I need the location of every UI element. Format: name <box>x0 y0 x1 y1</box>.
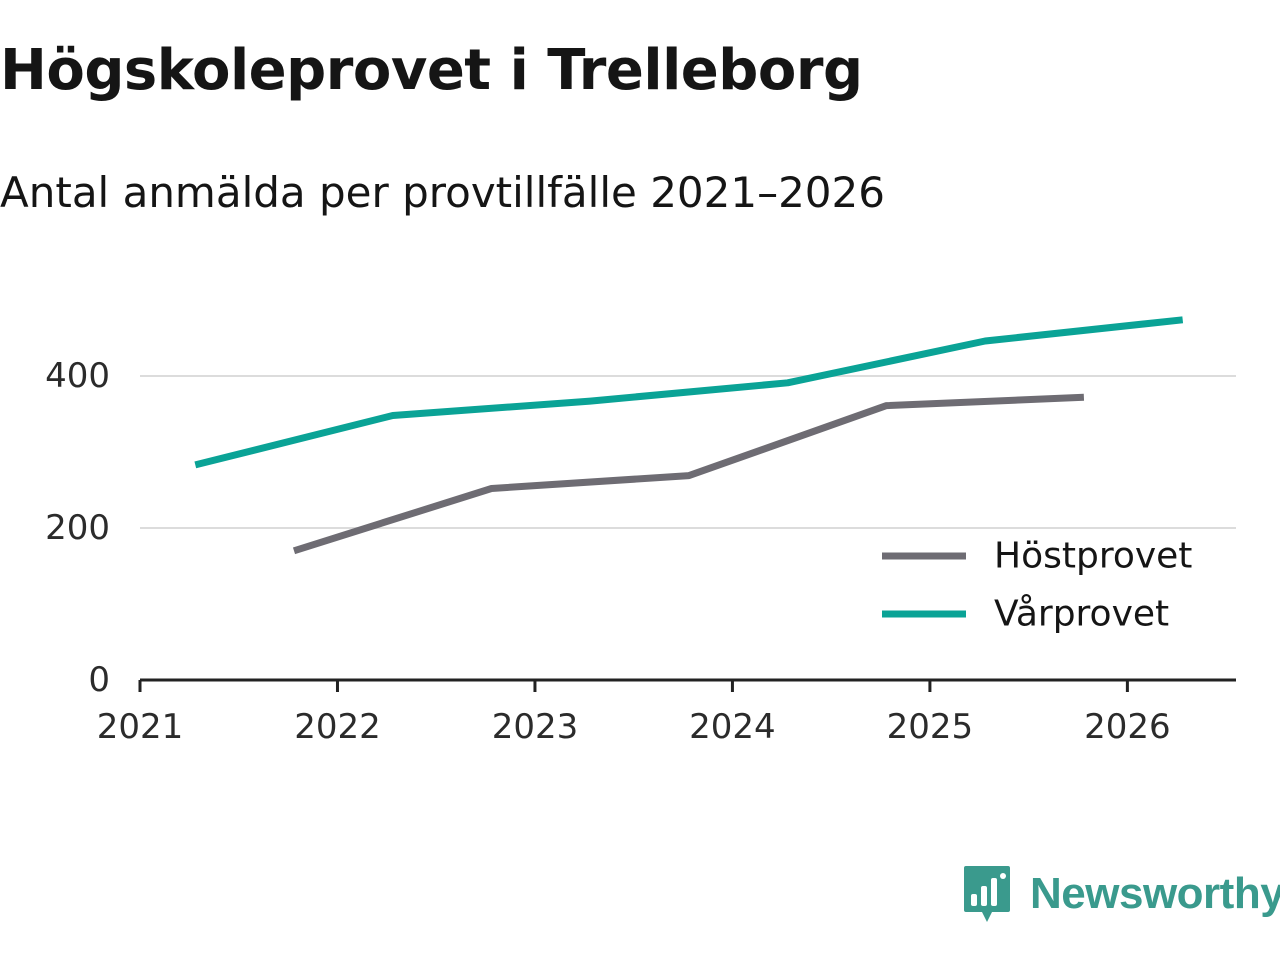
brand-logo: Newsworthy <box>962 862 1280 926</box>
legend-label: Vårprovet <box>994 594 1169 635</box>
chart-subtitle: Antal anmälda per provtillfälle 2021–202… <box>0 168 885 217</box>
y-tick-label: 200 <box>45 508 110 548</box>
x-tick-label: 2025 <box>887 707 974 747</box>
chart-title: Högskoleprovet i Trelleborg <box>0 38 863 103</box>
x-tick-label: 2021 <box>97 707 184 747</box>
newsworthy-logo-icon <box>964 866 1010 922</box>
axes: 0 200 400 2021 2022 2023 2024 2025 2026 <box>45 356 1236 747</box>
series-lines <box>194 316 1184 555</box>
x-tick-label: 2023 <box>492 707 579 747</box>
brand-name: Newsworthy <box>1030 869 1280 918</box>
grid-lines <box>140 375 1236 529</box>
legend: Höstprovet Vårprovet <box>870 530 1210 650</box>
x-tick-label: 2024 <box>689 707 776 747</box>
series-line-varprovet <box>194 316 1184 469</box>
series-line-hostprovet <box>292 393 1085 555</box>
legend-background <box>870 530 1210 650</box>
y-tick-label: 0 <box>88 660 110 700</box>
x-tick-label: 2026 <box>1084 707 1171 747</box>
legend-label: Höstprovet <box>994 536 1192 577</box>
x-tick-label: 2022 <box>294 707 381 747</box>
y-tick-label: 400 <box>45 356 110 396</box>
